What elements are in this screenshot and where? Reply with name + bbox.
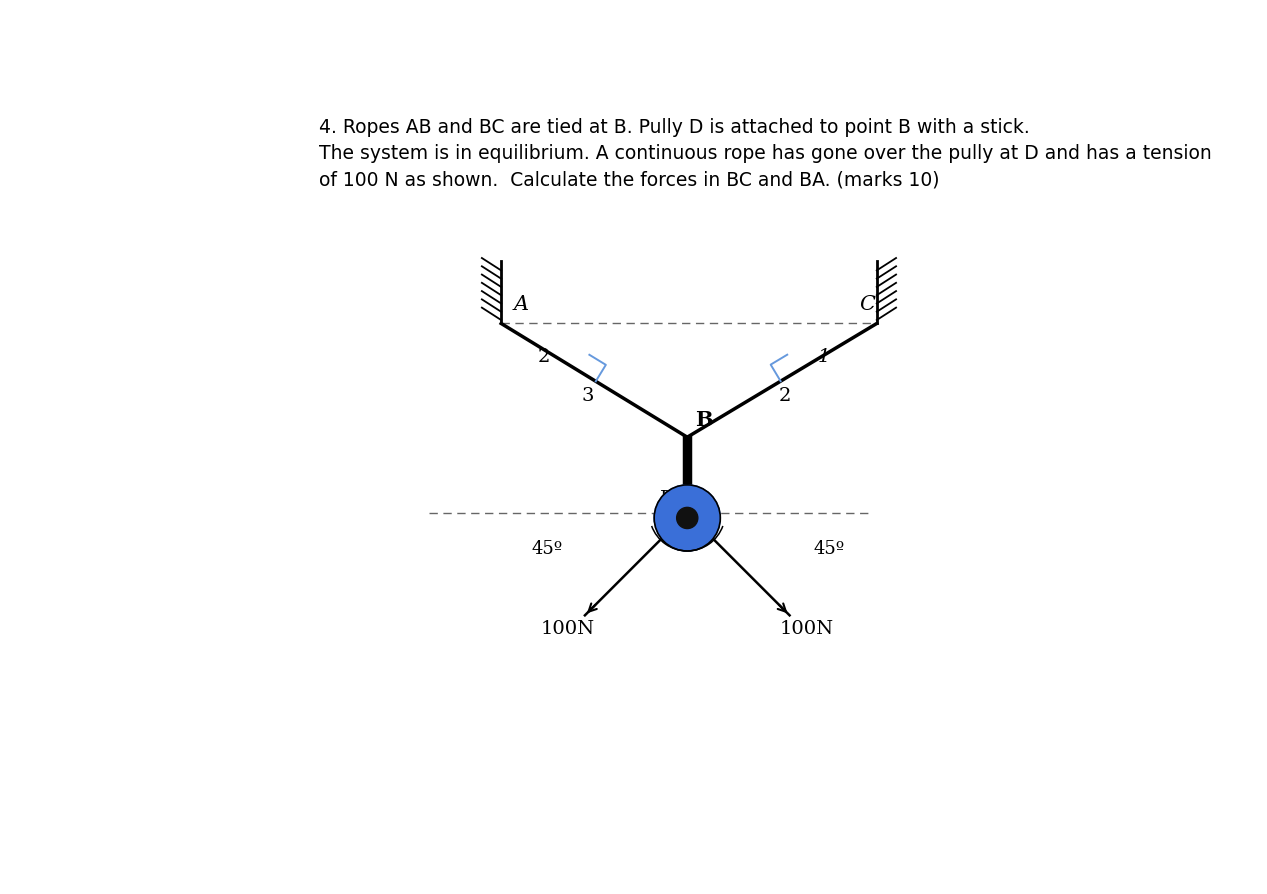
Text: 100N: 100N	[779, 619, 834, 637]
Text: D: D	[660, 490, 675, 508]
Text: 1: 1	[817, 348, 830, 366]
Text: 45º: 45º	[531, 540, 563, 558]
Text: 100N: 100N	[541, 619, 594, 637]
Text: 3: 3	[582, 387, 594, 405]
Text: 4. Ropes AB and BC are tied at B. Pully D is attached to point B with a stick.
T: 4. Ropes AB and BC are tied at B. Pully …	[318, 118, 1211, 190]
Text: 45º: 45º	[813, 540, 845, 558]
Circle shape	[677, 508, 698, 529]
Text: B: B	[696, 409, 713, 429]
Text: A: A	[513, 295, 528, 314]
Circle shape	[654, 485, 721, 552]
Text: C: C	[859, 295, 875, 314]
Text: 2: 2	[538, 348, 550, 366]
Text: 2: 2	[778, 387, 791, 405]
